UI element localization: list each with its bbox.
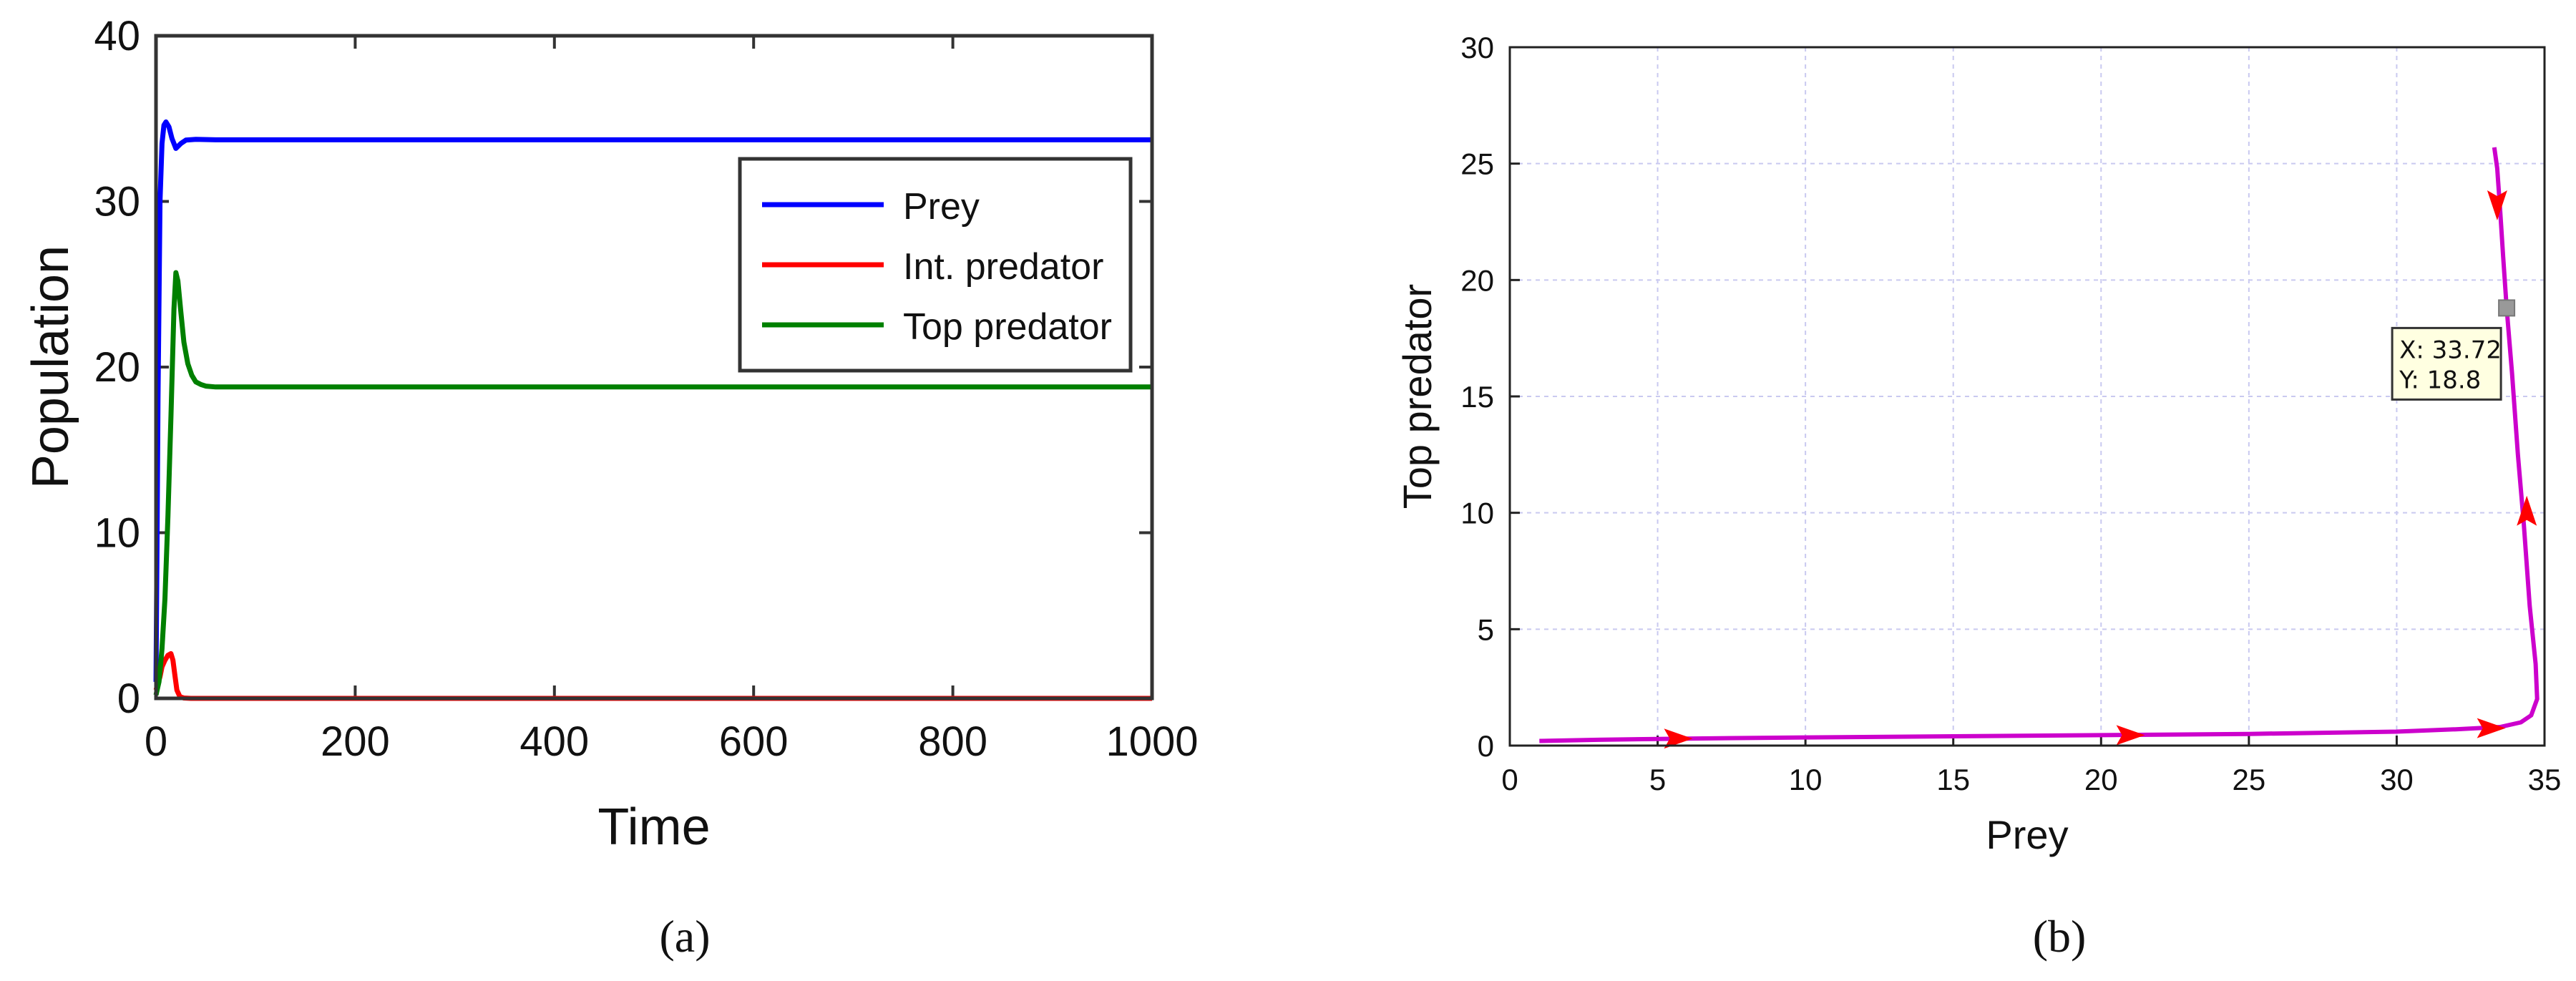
x-tick-label-b: 30 [2380, 763, 2414, 796]
plot-frame-a [154, 34, 1154, 701]
data-tip-box [2391, 326, 2502, 401]
y-tick-label-b: 0 [1478, 729, 1494, 763]
x-tick-label-b: 10 [1789, 763, 1823, 796]
y-tick-label-b: 10 [1460, 497, 1494, 530]
data-tip-marker[interactable] [2498, 299, 2516, 317]
legend: Prey Int. predator Top predator [738, 157, 1133, 373]
x-tick-label-b: 15 [1936, 763, 1970, 796]
x-axis-title-a: Time [597, 799, 710, 856]
y-tick-label-a: 30 [94, 179, 140, 225]
x-tick-label-a: 0 [145, 718, 167, 765]
direction-arrow [2517, 495, 2537, 526]
trajectory-line [1539, 147, 2540, 743]
x-tick-label-b: 35 [2528, 763, 2562, 796]
series-group-b [1539, 147, 2540, 743]
data-tip-x-text: X: 33.72 [2399, 336, 2502, 364]
legend-label-int-predator: Int. predator [903, 246, 1103, 288]
caption-a: (a) [659, 911, 710, 962]
series-line-top-predator [153, 270, 1152, 696]
y-tick-label-b: 30 [1460, 31, 1494, 64]
panel-a: 0 200 400 600 800 1000 0 10 20 30 40 Time Populati… [22, 13, 1199, 962]
y-tick-label-b: 5 [1478, 612, 1494, 646]
y-tick-label-a: 20 [94, 344, 140, 391]
y-tick-label-a: 40 [94, 13, 140, 59]
y-tick-label-b: 20 [1460, 263, 1494, 297]
direction-arrow [1664, 728, 1693, 749]
y-axis-title-b: Top predator [1395, 284, 1440, 509]
y-axis-title-a: Population [22, 245, 79, 489]
legend-label-prey: Prey [903, 186, 980, 228]
y-tick-label-b: 25 [1460, 147, 1494, 181]
x-axis-title-b: Prey [1986, 812, 2068, 857]
direction-arrows [1664, 190, 2537, 749]
x-tick-label-b: 0 [1501, 763, 1518, 796]
x-tick-label-b: 5 [1649, 763, 1666, 796]
series-line-prey [153, 119, 1152, 682]
x-tick-label-a: 200 [321, 718, 390, 765]
x-tick-label-a: 600 [719, 718, 789, 765]
direction-arrow [2116, 725, 2145, 746]
x-tick-label-a: 400 [519, 718, 589, 765]
x-tick-label-b: 20 [2084, 763, 2118, 796]
data-tip-y-text: Y: 18.8 [2399, 366, 2481, 394]
x-tick-label-a: 1000 [1106, 718, 1198, 765]
tick-labels-b: 0 5 10 15 20 25 30 35 0 5 10 15 20 25 30 [1460, 31, 2561, 796]
y-tick-label-a: 0 [117, 675, 140, 722]
y-tick-label-b: 15 [1460, 380, 1494, 414]
x-tick-label-a: 800 [918, 718, 987, 765]
panel-b: 0 5 10 15 20 25 30 35 0 5 10 15 20 25 30 Prey Top pred… [1395, 31, 2561, 962]
caption-b: (b) [2033, 911, 2087, 962]
plot-frame-b [1508, 46, 2546, 747]
data-tip[interactable]: X: 33.72 Y: 18.8 [2391, 299, 2516, 401]
direction-arrow [2487, 190, 2507, 220]
legend-label-top-predator: Top predator [903, 306, 1112, 348]
direction-arrow [2477, 718, 2506, 738]
x-tick-label-b: 25 [2232, 763, 2265, 796]
tick-labels-a: 0 200 400 600 800 1000 0 10 20 30 40 [94, 13, 1198, 765]
y-tick-label-a: 10 [94, 510, 140, 557]
grid-b [1510, 47, 2545, 746]
